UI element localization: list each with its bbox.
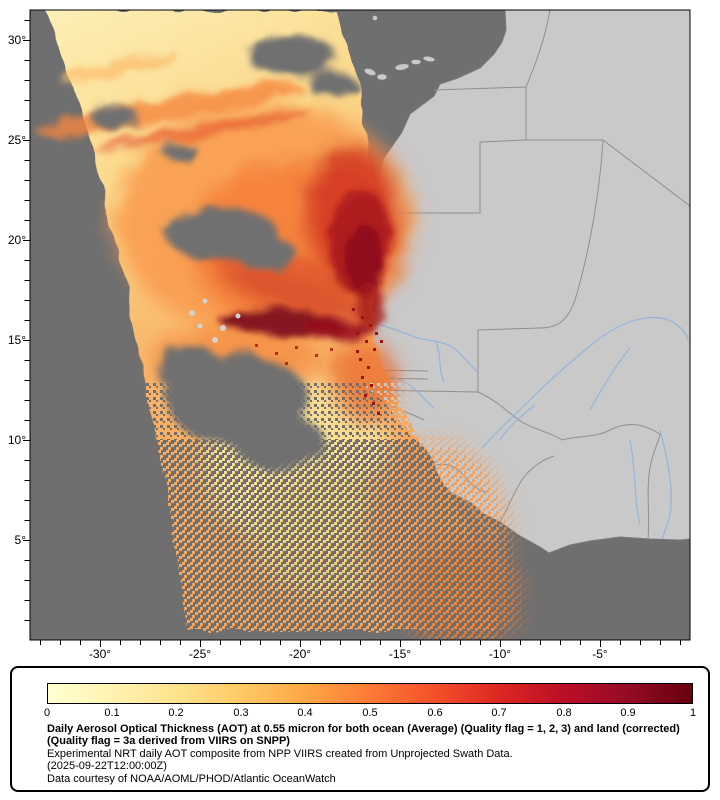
map-figure: 30° 25° 20° 15° 10° 5° -30° -25° -20° -1… [8, 9, 691, 660]
colorbar [47, 683, 693, 704]
colorbar-tick-label: 0.7 [491, 707, 507, 719]
colorbar-tick-label: 0.5 [362, 707, 378, 719]
legend-subtitle: Experimental NRT daily AOT composite fro… [47, 748, 513, 760]
y-tick-label: 30° [8, 33, 26, 47]
coastal-aot-speckles [255, 308, 383, 415]
cloud-gaps [91, 36, 356, 470]
colorbar-tick-label: 0.6 [427, 707, 443, 719]
y-axis-labels: 30° 25° 20° 15° 10° 5° [8, 33, 26, 547]
y-tick-label: 5° [15, 533, 27, 547]
cape-verde-islands [189, 298, 241, 343]
colorbar-tick-label: 1 [689, 707, 697, 719]
x-tick-label: -10° [489, 647, 511, 660]
legend-title: Daily Aerosol Optical Thickness (AOT) at… [47, 723, 680, 747]
aerosol-swath [37, 10, 522, 640]
legend-credit: Data courtesy of NOAA/AOML/PHOD/Atlantic… [47, 773, 336, 785]
legend-timestamp: (2025-09-22T12:00:00Z) [47, 760, 167, 772]
x-tick-label: -5° [592, 647, 608, 660]
y-tick-label: 20° [8, 233, 26, 247]
legend: 0 0.1 0.2 0.3 0.4 0.5 0.6 0.7 0.8 0.9 1 … [10, 666, 710, 792]
y-axis-ticks [23, 20, 30, 621]
colorbar-tick-label: 0 [43, 707, 51, 719]
rivers [368, 316, 689, 540]
colorbar-tick-label: 0.1 [104, 707, 120, 719]
colorbar-tick-label: 0.4 [297, 707, 313, 719]
x-tick-label: -25° [189, 647, 211, 660]
colorbar-tick-label: 0.8 [556, 707, 572, 719]
canary-islands [364, 15, 436, 81]
colorbar-tick-label: 0.3 [233, 707, 249, 719]
colorbar-tick-label: 0.9 [620, 707, 636, 719]
colorbar-tick-label: 0.2 [168, 707, 184, 719]
x-axis-ticks [40, 640, 681, 647]
x-tick-label: -15° [389, 647, 411, 660]
y-tick-label: 25° [8, 133, 26, 147]
y-tick-label: 10° [8, 433, 26, 447]
x-tick-label: -30° [89, 647, 111, 660]
x-axis-labels: -30° -25° -20° -15° -10° -5° [89, 647, 608, 660]
y-tick-label: 15° [8, 333, 26, 347]
x-tick-label: -20° [289, 647, 311, 660]
